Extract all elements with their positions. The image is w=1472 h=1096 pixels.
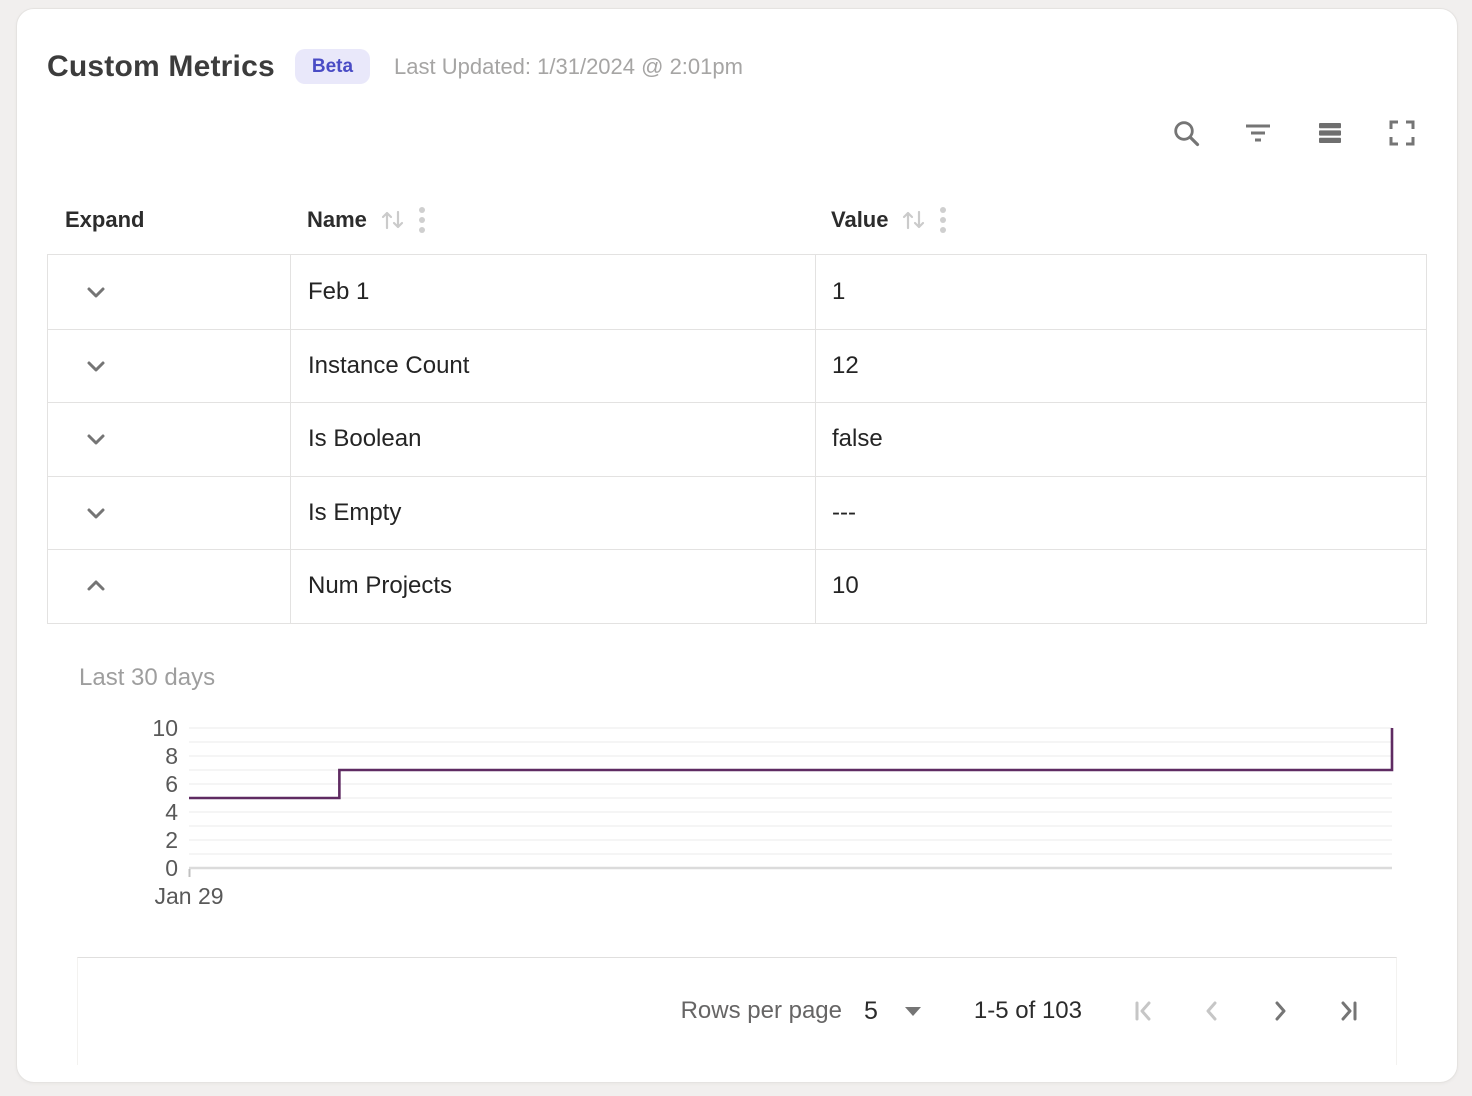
value-cell: 10	[815, 550, 1426, 623]
name-cell: Is Empty	[290, 476, 815, 549]
first-page-icon	[1135, 1001, 1151, 1021]
density-button[interactable]	[1313, 116, 1347, 150]
table-row: Instance Count 12	[48, 328, 1426, 403]
beta-badge: Beta	[294, 49, 371, 84]
column-header-name: Name	[289, 205, 814, 235]
table-row: Is Empty ---	[48, 475, 1426, 550]
svg-text:6: 6	[165, 771, 178, 797]
chevron-down-icon	[87, 508, 105, 519]
pagination-range-label: 1-5 of 103	[973, 997, 1082, 1024]
name-cell: Feb 1	[290, 255, 815, 329]
table-body: Feb 1 1 Instance Count 12 Is Boolean false Is …	[47, 254, 1427, 624]
expand-row-button[interactable]	[78, 274, 114, 310]
last-updated-text: Last Updated: 1/31/2024 @ 2:01pm	[394, 53, 743, 79]
svg-text:4: 4	[165, 799, 178, 825]
fullscreen-button[interactable]	[1385, 116, 1419, 150]
column-menu-value-button[interactable]	[939, 205, 947, 235]
value-cell: ---	[815, 476, 1426, 549]
custom-metrics-card: Custom Metrics Beta Last Updated: 1/31/2…	[16, 8, 1458, 1083]
sort-value-button[interactable]	[901, 209, 926, 231]
row-detail-panel: Last 30 days 0 2 4 6 8 10 Jan 29	[47, 624, 1427, 957]
expand-cell	[48, 330, 290, 403]
column-menu-name-button[interactable]	[418, 205, 426, 235]
last-page-icon	[1341, 1001, 1357, 1021]
chevron-left-icon	[1206, 1001, 1217, 1021]
filter-icon	[1246, 124, 1270, 142]
expand-cell	[48, 403, 290, 476]
toolbar	[17, 116, 1457, 150]
next-page-button[interactable]	[1266, 997, 1294, 1025]
chevron-right-icon	[1275, 1001, 1286, 1021]
sort-icon	[903, 210, 925, 230]
expand-cell	[48, 550, 290, 623]
chart-title: Last 30 days	[79, 663, 216, 691]
rows-per-page-label: Rows per page	[680, 997, 842, 1024]
pagination-nav	[1130, 997, 1362, 1025]
value-cell: false	[815, 403, 1426, 476]
density-icon	[1319, 123, 1341, 143]
svg-text:8: 8	[165, 743, 178, 769]
chart: 0 2 4 6 8 10 Jan 29	[142, 715, 1427, 919]
column-label-name: Name	[307, 207, 367, 232]
kebab-menu-icon	[940, 207, 947, 233]
name-cell: Instance Count	[290, 329, 815, 402]
kebab-menu-icon	[418, 207, 425, 233]
table-row: Is Boolean false	[48, 402, 1426, 476]
name-cell: Num Projects	[290, 550, 815, 623]
table-header-row: Expand Name Value	[47, 186, 1427, 254]
expand-cell	[48, 255, 290, 329]
rows-per-page-value: 5	[864, 996, 878, 1025]
svg-text:2: 2	[165, 827, 178, 853]
svg-text:0: 0	[165, 855, 178, 881]
rows-per-page-select[interactable]: 5	[864, 997, 924, 1026]
expand-row-button[interactable]	[78, 348, 114, 384]
previous-page-button[interactable]	[1198, 997, 1226, 1025]
chevron-down-icon	[87, 434, 105, 445]
sort-icon	[381, 210, 404, 230]
expand-cell	[48, 477, 290, 550]
fullscreen-icon	[1389, 120, 1415, 146]
sort-name-button[interactable]	[380, 209, 405, 231]
last-page-button[interactable]	[1334, 997, 1362, 1025]
column-label-expand: Expand	[65, 207, 145, 232]
filter-button[interactable]	[1241, 116, 1275, 150]
expand-row-button[interactable]	[78, 495, 114, 531]
column-header-expand: Expand	[47, 207, 289, 233]
column-label-value: Value	[831, 207, 889, 232]
caret-down-icon	[904, 1007, 921, 1016]
svg-text:Jan 29: Jan 29	[154, 883, 223, 909]
first-page-button[interactable]	[1130, 997, 1158, 1025]
collapse-row-button[interactable]	[78, 568, 114, 604]
chevron-up-icon	[87, 580, 105, 591]
expand-row-button[interactable]	[78, 421, 114, 457]
name-cell: Is Boolean	[290, 403, 815, 476]
page-title: Custom Metrics	[47, 49, 275, 83]
chevron-down-icon	[87, 287, 105, 298]
data-grid: Expand Name Value	[47, 186, 1427, 1065]
card-header: Custom Metrics Beta Last Updated: 1/31/2…	[17, 9, 1457, 84]
column-header-value: Value	[814, 205, 1427, 235]
pagination-footer: Rows per page 5 1-5 of 103	[77, 956, 1397, 1065]
value-cell: 1	[815, 255, 1426, 329]
table-row: Num Projects 10	[48, 549, 1426, 623]
value-cell: 12	[815, 329, 1426, 402]
search-icon	[1174, 121, 1200, 147]
chevron-down-icon	[87, 361, 105, 372]
search-button[interactable]	[1169, 116, 1203, 150]
svg-text:10: 10	[152, 716, 178, 741]
